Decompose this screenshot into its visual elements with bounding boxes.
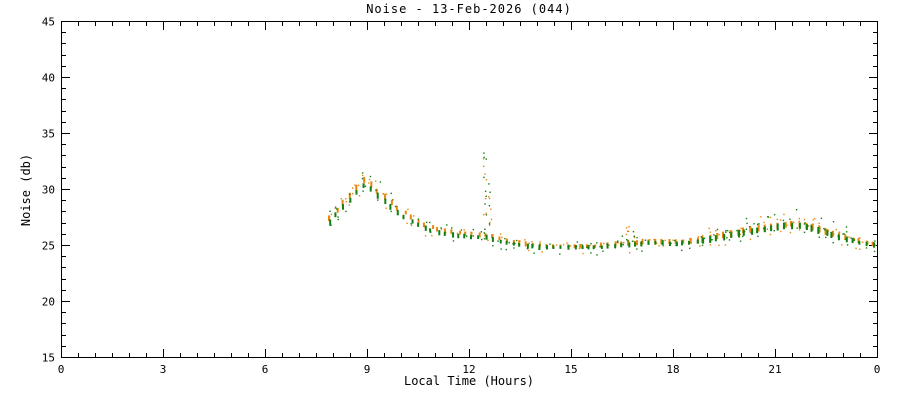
svg-text:40: 40 (42, 72, 55, 85)
svg-text:21: 21 (768, 363, 781, 376)
svg-text:18: 18 (666, 363, 679, 376)
svg-text:9: 9 (364, 363, 371, 376)
svg-text:15: 15 (564, 363, 577, 376)
svg-text:45: 45 (42, 16, 55, 29)
svg-text:35: 35 (42, 128, 55, 141)
chart-title: Noise - 13-Feb-2026 (044) (366, 2, 572, 16)
svg-text:25: 25 (42, 240, 55, 253)
svg-text:6: 6 (262, 363, 269, 376)
x-axis-label: Local Time (Hours) (403, 374, 535, 388)
svg-text:15: 15 (42, 352, 55, 365)
svg-text:3: 3 (160, 363, 167, 376)
svg-text:0: 0 (58, 363, 65, 376)
svg-text:12: 12 (462, 363, 475, 376)
svg-text:20: 20 (42, 296, 55, 309)
svg-text:0: 0 (874, 363, 881, 376)
svg-text:30: 30 (42, 184, 55, 197)
